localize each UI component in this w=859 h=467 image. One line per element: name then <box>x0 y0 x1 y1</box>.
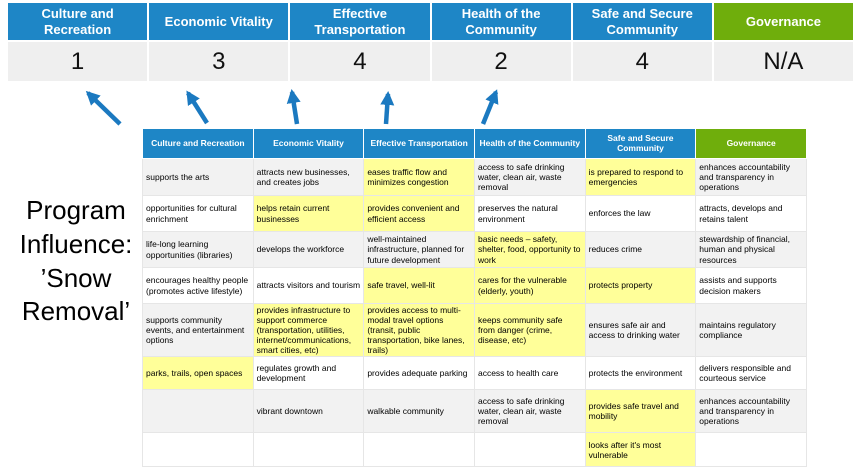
matrix-cell-r3c5: assists and supports decision makers <box>695 267 807 304</box>
matrix-cell-r5c5: delivers responsible and courteous servi… <box>695 356 807 391</box>
matrix-cell-r1c2: provides convenient and efficient access <box>363 195 475 232</box>
matrix-cell-r2c0: life-long learning opportunities (librar… <box>142 231 254 268</box>
page-title: Program Influence: ’Snow Removal’ <box>19 195 133 327</box>
matrix-cell-r0c1: attracts new businesses, and creates job… <box>252 158 365 196</box>
influence-matrix-table: Culture and Recreation Economic Vitality E… <box>142 128 807 467</box>
arrow-icon <box>85 90 122 126</box>
matrix-cell-r2c5: stewardship of financial, human and phys… <box>695 231 807 268</box>
matrix-cell-r4c5: maintains regulatory compliance <box>695 302 807 358</box>
summary-score-1: 3 <box>149 42 289 81</box>
matrix-cell-r0c3: access to safe drinking water, clean air… <box>473 158 586 196</box>
matrix-cell-r1c1: helps retain current businesses <box>252 195 365 232</box>
summary-header-5: Governance <box>713 3 853 40</box>
matrix-header-4: Safe and Secure Community <box>584 128 697 159</box>
matrix-cell-r7c2 <box>363 432 475 467</box>
matrix-cell-r5c2: provides adequate parking <box>363 356 475 391</box>
matrix-cell-r6c4: provides safe travel and mobility <box>584 389 697 434</box>
matrix-cell-r7c3 <box>473 432 586 467</box>
summary-header-1: Economic Vitality <box>149 3 289 40</box>
matrix-cell-r6c0 <box>142 389 254 434</box>
matrix-cell-r2c1: develops the workforce <box>252 231 365 268</box>
arrows <box>85 89 499 126</box>
summary-score-2: 4 <box>290 42 430 81</box>
summary-header-0: Culture and Recreation <box>8 3 148 40</box>
matrix-cell-r1c0: opportunities for cultural enrichment <box>142 195 254 232</box>
summary-score-0: 1 <box>8 42 148 81</box>
matrix-row-0: supports the arts attracts new businesses… <box>142 158 807 196</box>
matrix-cell-r2c4: reduces crime <box>584 231 697 268</box>
matrix-cell-r1c3: preserves the natural environment <box>473 195 586 232</box>
summary-score-4: 4 <box>572 42 712 81</box>
summary-header-2: Effective Transportation <box>290 3 430 40</box>
matrix-cell-r7c5 <box>695 432 807 467</box>
matrix-cell-r6c2: walkable community <box>363 389 475 434</box>
arrow-icon <box>186 90 209 125</box>
matrix-cell-r2c3: basic needs – safety, shelter, food, opp… <box>473 231 586 268</box>
matrix-cell-r0c0: supports the arts <box>142 158 254 196</box>
matrix-header-1: Economic Vitality <box>252 128 365 159</box>
arrow-icon <box>286 89 301 125</box>
matrix-row-7: looks after it's most vulnerable <box>142 432 807 467</box>
matrix-cell-r1c4: enforces the law <box>584 195 697 232</box>
matrix-cell-r7c4: looks after it's most vulnerable <box>584 432 697 467</box>
matrix-cell-r4c1: provides infrastructure to support comme… <box>252 302 365 358</box>
matrix-cell-r1c5: attracts, develops and retains talent <box>695 195 807 232</box>
matrix-cell-r5c1: regulates growth and development <box>252 356 365 391</box>
matrix-cell-r6c1: vibrant downtown <box>252 389 365 434</box>
matrix-row-3: encourages healthy people (promotes acti… <box>142 267 807 304</box>
matrix-cell-r7c0 <box>142 432 254 467</box>
summary-score-5: N/A <box>713 42 853 81</box>
matrix-row-2: life-long learning opportunities (librar… <box>142 231 807 268</box>
matrix-cell-r0c5: enhances accountability and transparency… <box>695 158 807 196</box>
matrix-cell-r0c2: eases traffic flow and minimizes congest… <box>363 158 475 196</box>
matrix-cell-r3c3: cares for the vulnerable (elderly, youth… <box>473 267 586 304</box>
summary-header-3: Health of the Community <box>431 3 571 40</box>
matrix-row-6: vibrant downtown walkable community access… <box>142 389 807 434</box>
matrix-cell-r4c4: ensures safe air and access to drinking … <box>584 302 697 358</box>
matrix-cell-r3c1: attracts visitors and tourism <box>252 267 365 304</box>
matrix-cell-r4c3: keeps community safe from danger (crime,… <box>473 302 586 358</box>
matrix-cell-r6c3: access to safe drinking water, clean air… <box>473 389 586 434</box>
matrix-row-4: supports community events, and entertain… <box>142 302 807 358</box>
arrow-icon <box>380 91 395 125</box>
matrix-cell-r7c1 <box>252 432 365 467</box>
matrix-row-1: opportunities for cultural enrichment hel… <box>142 195 807 232</box>
matrix-header-2: Effective Transportation <box>363 128 475 159</box>
matrix-cell-r5c3: access to health care <box>473 356 586 391</box>
arrow-icon <box>480 89 499 125</box>
matrix-header-3: Health of the Community <box>473 128 586 159</box>
matrix-cell-r2c2: well-maintained infrastructure, planned … <box>363 231 475 268</box>
matrix-header-0: Culture and Recreation <box>142 128 254 159</box>
matrix-cell-r3c4: protects property <box>584 267 697 304</box>
matrix-cell-r4c0: supports community events, and entertain… <box>142 302 254 358</box>
matrix-cell-r4c2: provides access to multi-modal travel op… <box>363 302 475 358</box>
priority-summary-band: Culture and Recreation Economic Vitality E… <box>8 3 853 81</box>
matrix-cell-r0c4: is prepared to respond to emergencies <box>584 158 697 196</box>
matrix-row-5: parks, trails, open spaces regulates grow… <box>142 356 807 391</box>
matrix-cell-r3c0: encourages healthy people (promotes acti… <box>142 267 254 304</box>
matrix-header-5: Governance <box>695 128 807 159</box>
matrix-cell-r5c4: protects the environment <box>584 356 697 391</box>
influence-matrix: Culture and Recreation Economic Vitality E… <box>142 128 807 467</box>
matrix-cell-r5c0: parks, trails, open spaces <box>142 356 254 391</box>
summary-score-3: 2 <box>431 42 571 81</box>
matrix-cell-r6c5: enhances accountability and transparency… <box>695 389 807 434</box>
summary-header-4: Safe and Secure Community <box>572 3 712 40</box>
matrix-cell-r3c2: safe travel, well-lit <box>363 267 475 304</box>
